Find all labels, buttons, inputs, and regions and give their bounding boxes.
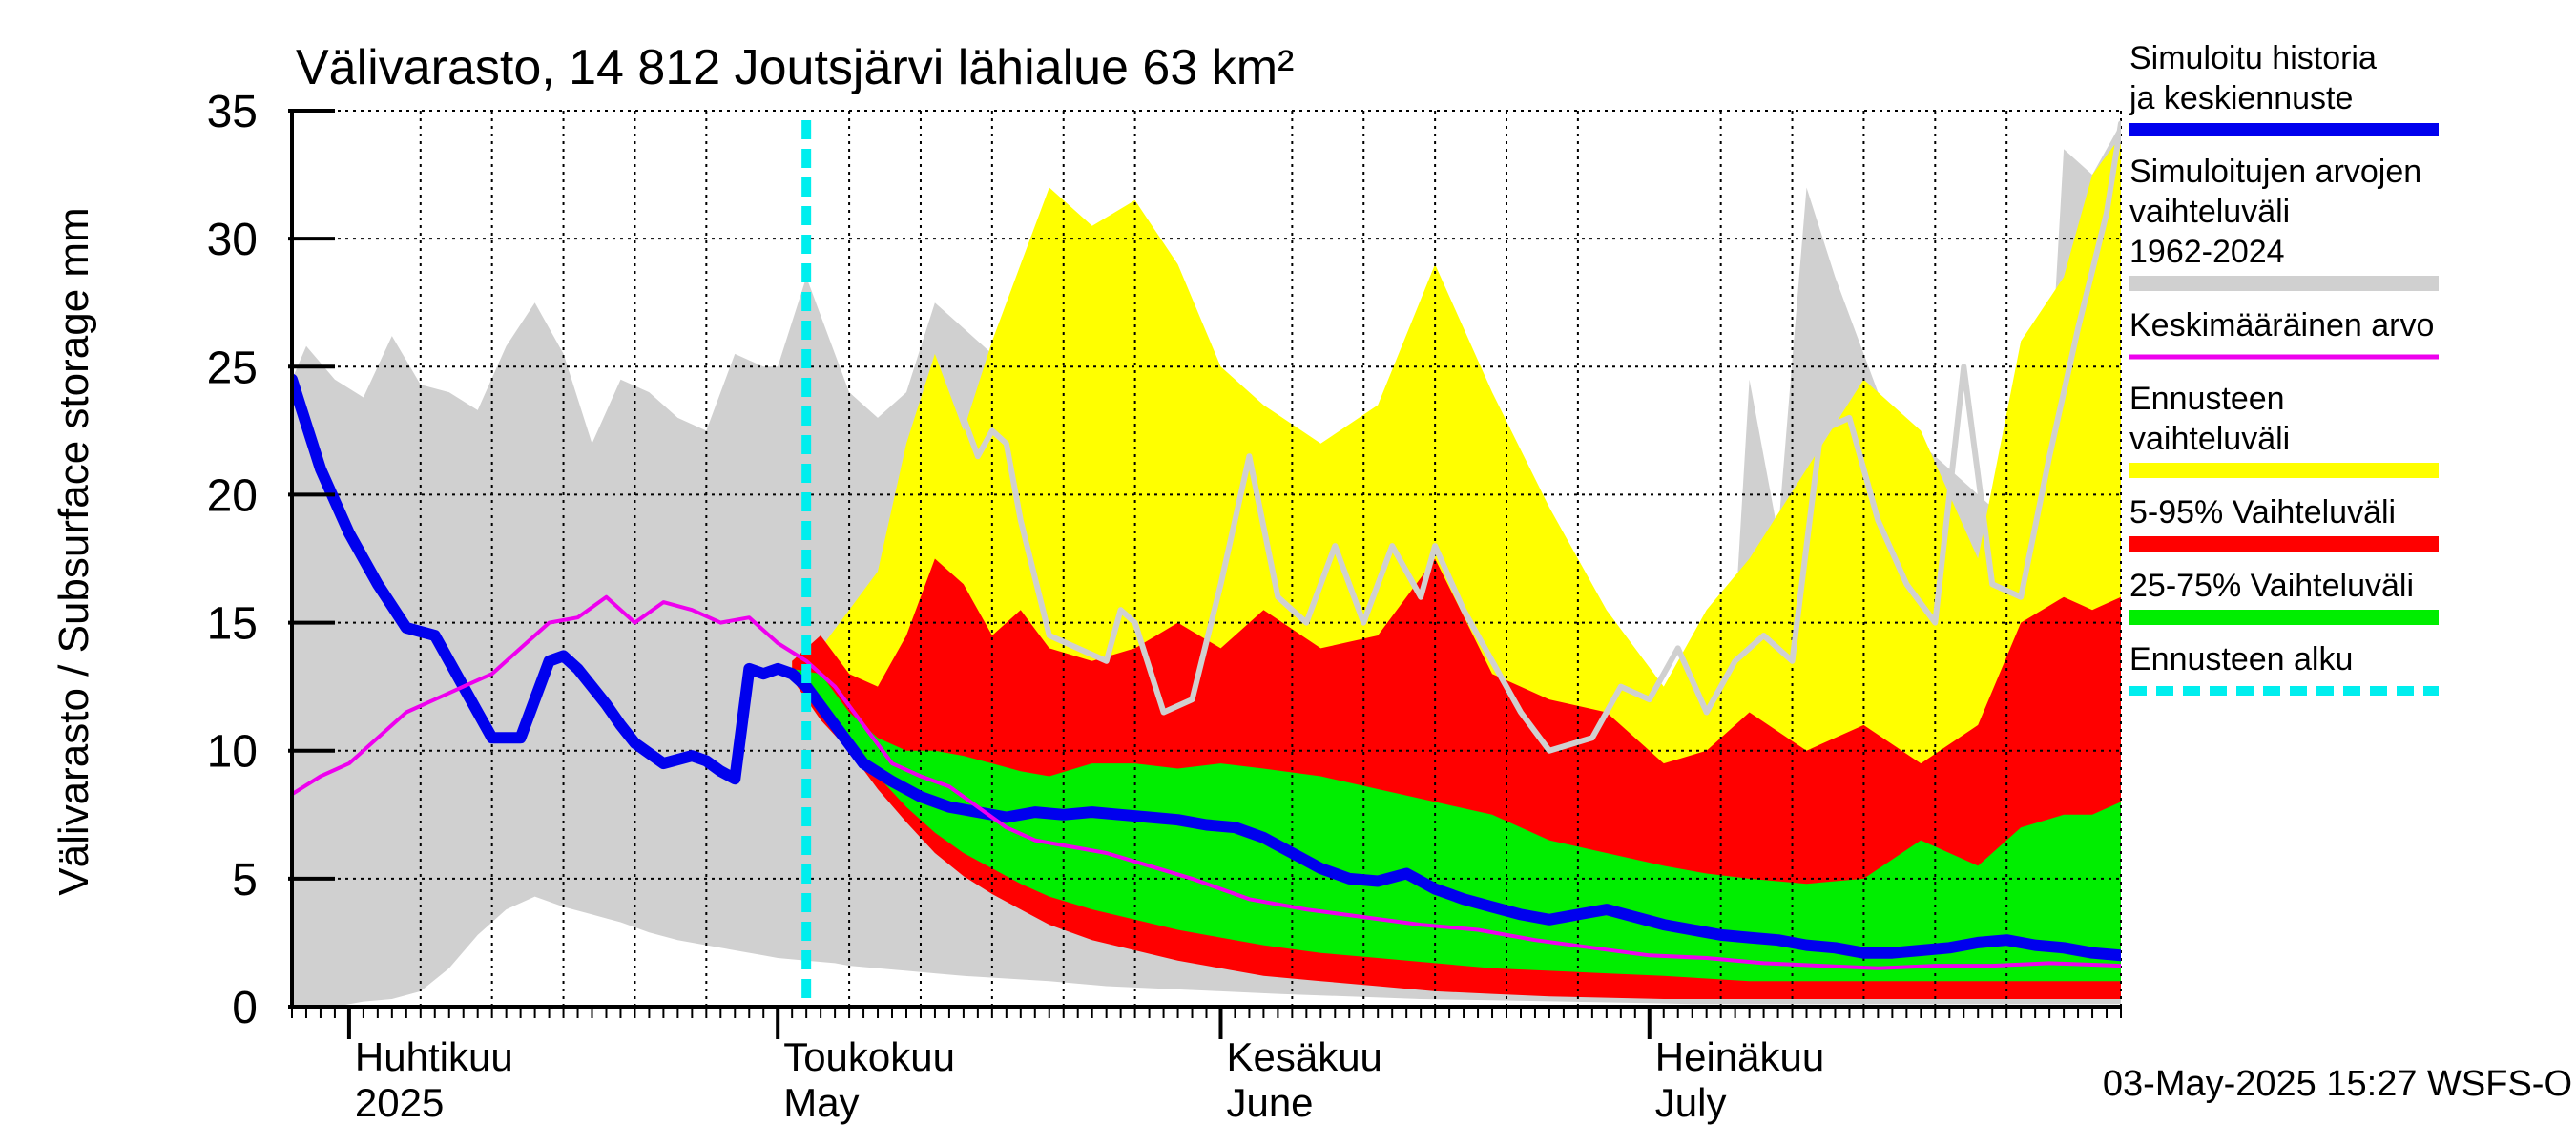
month-label-2025: 2025 (355, 1080, 444, 1125)
band-simuloitujen-arvojen-vaihteluvali-1962-2024 (292, 123, 2121, 1007)
y-tick-label: 20 (207, 470, 258, 521)
legend-label-simuloitujen-arvojen-vaihteluvali-1962-2024: Simuloitujen arvojen (2129, 154, 2421, 190)
footer-timestamp: 03-May-2025 15:27 WSFS-O (2103, 1064, 2572, 1104)
legend-label-ennusteen-vaihteluvali: vaihteluväli (2129, 421, 2290, 457)
legend-label-simuloitujen-arvojen-vaihteluvali-1962-2024: 1962-2024 (2129, 234, 2285, 270)
legend-label-ennusteen-vaihteluvali: Ennusteen (2129, 381, 2285, 417)
x-tick-marks (291, 1007, 2122, 1039)
y-tick-labels: 0 5 10 15 20 25 30 35 (207, 87, 335, 1033)
legend-label-5-95-vaihteluvali: 5-95% Vaihteluväli (2129, 494, 2396, 531)
legend-label-keskimaarainen-arvo: Keskimääräinen arvo (2129, 307, 2434, 344)
legend-label-25-75-vaihteluvali: 25-75% Vaihteluväli (2129, 568, 2414, 604)
band-25-75-vaihteluvali (792, 668, 2121, 982)
line-keskimaarainen-arvo (292, 594, 2121, 970)
y-tick-label: 10 (207, 727, 258, 778)
y-axis-label: Välivarasto / Subsurface storage mm (51, 207, 97, 895)
range-bands (292, 123, 2121, 1007)
month-label-july: July (1655, 1080, 1727, 1125)
legend: Simuloitu historia ja keskiennuste Simuloi… (2129, 40, 2439, 696)
y-tick-label: 15 (207, 599, 258, 650)
line-simuloitu-historia-ja-keskiennuste (292, 373, 2121, 962)
month-label-huhtikuu: Huhtikuu (355, 1034, 513, 1079)
month-label-may: May (783, 1080, 859, 1125)
series-lines (292, 120, 2121, 970)
legend-label-simuloitu-historia-ja-keskiennuste: Simuloitu historia (2129, 40, 2377, 76)
legend-label-ennusteen-alku: Ennusteen alku (2129, 641, 2353, 677)
y-tick-label: 30 (207, 215, 258, 265)
month-label-june: June (1226, 1080, 1313, 1125)
legend-label-simuloitu-historia-ja-keskiennuste: ja keskiennuste (2129, 80, 2353, 116)
y-tick-label: 35 (207, 87, 258, 137)
month-label-kesakuu: Kesäkuu (1226, 1034, 1381, 1079)
month-label-heinakuu: Heinäkuu (1655, 1034, 1824, 1079)
chart-title: Välivarasto, 14 812 Joutsjärvi lähialue … (296, 40, 1294, 95)
legend-label-simuloitujen-arvojen-vaihteluvali-1962-2024: vaihteluväli (2129, 194, 2290, 230)
line-simuloitujen-arvojen-vaihteluvali-mediaani (960, 120, 2121, 754)
month-label-toukokuu: Toukokuu (783, 1034, 955, 1079)
y-tick-label: 0 (232, 983, 258, 1033)
y-tick-label: 5 (232, 855, 258, 906)
y-tick-label: 25 (207, 343, 258, 393)
